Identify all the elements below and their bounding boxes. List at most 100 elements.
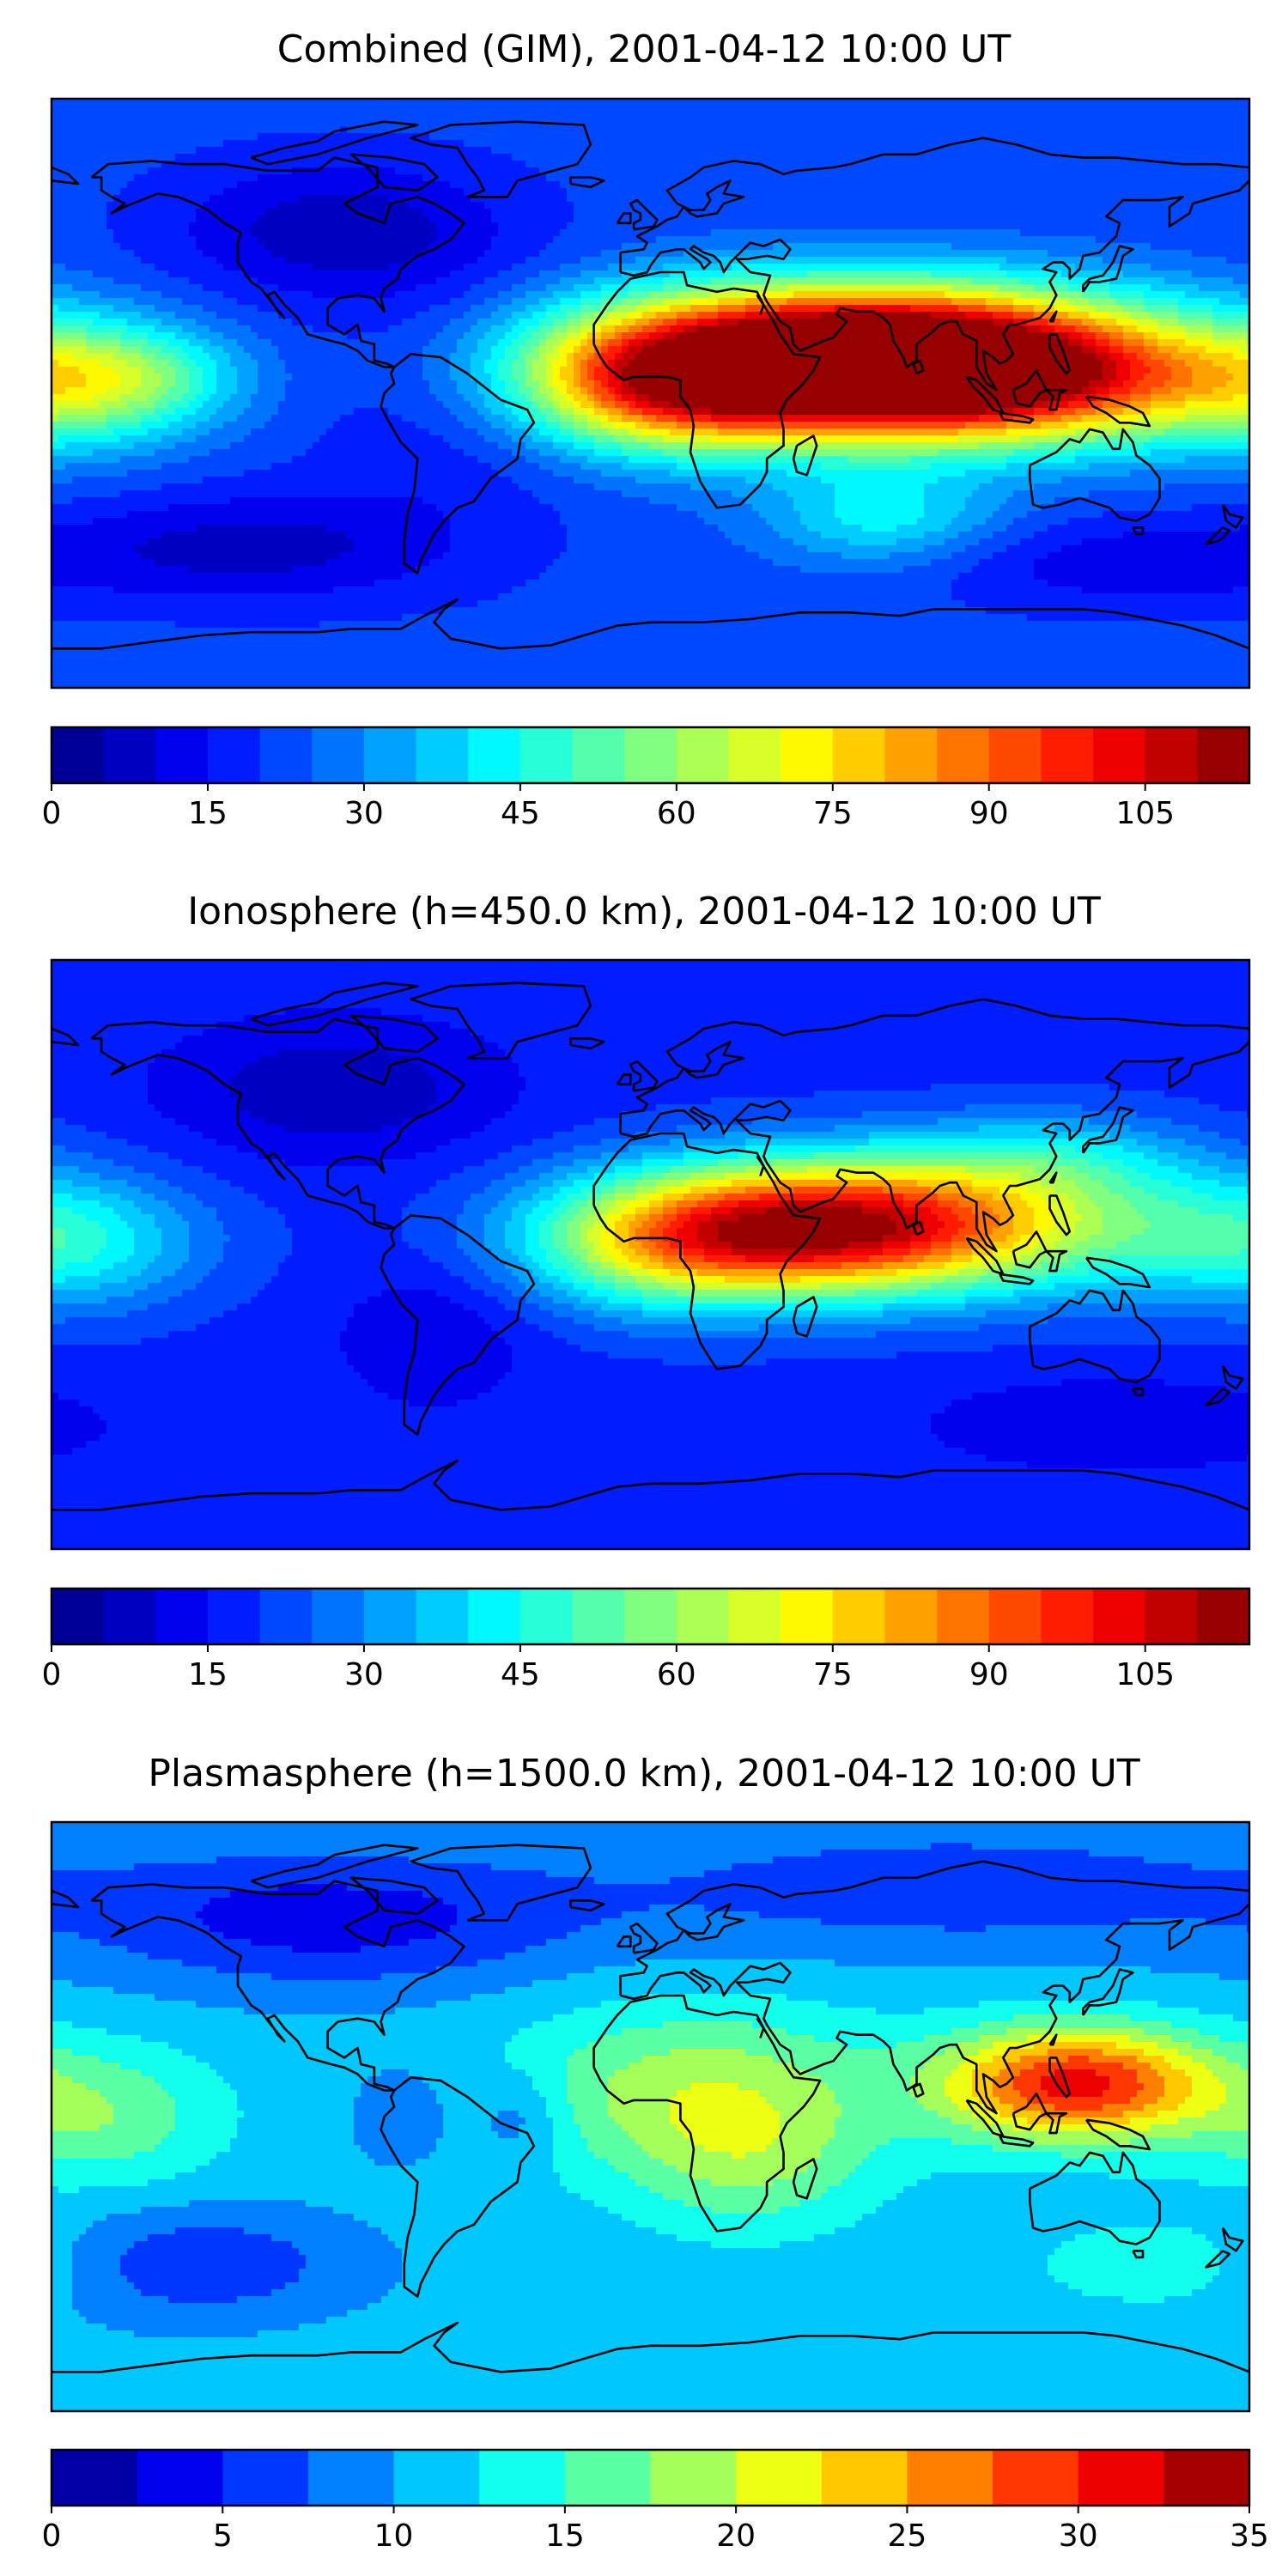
coastline	[1082, 245, 1134, 293]
coastline	[569, 1899, 605, 1912]
colorbar-segment	[519, 1589, 574, 1644]
coastline	[999, 2135, 1035, 2148]
colorbar-segment	[479, 2450, 566, 2506]
coastline	[1029, 428, 1161, 522]
colorbar-tick-label: 45	[501, 796, 540, 831]
coastline	[1045, 2111, 1068, 2135]
panel-2-colorbar: 0 15 30 45 60 75 90 105	[42, 1587, 1251, 1692]
colorbar-segment	[52, 727, 105, 783]
coastline	[912, 1220, 925, 1236]
colorbar-segment	[1093, 727, 1146, 783]
colorbar-segment	[993, 2450, 1079, 2506]
coastline	[616, 1073, 632, 1086]
coastline	[912, 359, 925, 375]
coastline	[1048, 1171, 1058, 1184]
colorbar-segment	[1078, 2450, 1164, 2506]
colorbar-segment	[624, 1589, 677, 1644]
colorbar-segment	[416, 727, 469, 783]
coastline	[965, 1236, 1005, 1276]
panel-1-map-frame	[50, 97, 1251, 690]
coastline	[629, 198, 659, 231]
colorbar-segment	[519, 727, 574, 783]
coastline	[251, 120, 419, 166]
coastline	[1132, 2250, 1145, 2259]
panel-2-contour-field	[52, 960, 1249, 1549]
colorbar-frame	[50, 1587, 1251, 1646]
coastline	[1048, 310, 1058, 323]
colorbar-segment	[1093, 1589, 1146, 1644]
coastline	[965, 375, 1005, 415]
colorbar-tick-label: 0	[42, 2518, 62, 2554]
colorbar-tick-label: 45	[501, 1657, 540, 1692]
colorbar-segment	[937, 727, 990, 783]
colorbar-segment	[103, 727, 156, 783]
colorbar-tick-label: 30	[1059, 2518, 1098, 2554]
coastline	[52, 2321, 1249, 2373]
coastline	[1205, 526, 1231, 545]
colorbar-segment	[624, 727, 677, 783]
colorbar-segment	[222, 2450, 309, 2506]
coastline	[629, 1060, 659, 1092]
coastline	[1029, 1289, 1161, 1383]
coastline	[592, 270, 822, 509]
colorbar-tick-label: 30	[344, 796, 384, 831]
colorbar-segment	[155, 727, 209, 783]
panel-2-title: Ionosphere (h=450.0 km), 2001-04-12 10:0…	[187, 890, 1101, 933]
panel-3-contour-field	[52, 1822, 1249, 2411]
coastline	[1221, 1364, 1244, 1390]
colorbar-segment	[1145, 727, 1198, 783]
panel-1-contour-field	[52, 99, 1249, 688]
colorbar-segment	[259, 727, 313, 783]
colorbar-segment	[781, 727, 834, 783]
coastline	[756, 1155, 765, 1176]
coastline	[1132, 526, 1145, 536]
coastline	[619, 998, 1249, 1133]
colorbar-tick-label: 75	[813, 796, 853, 831]
colorbar-frame	[50, 726, 1251, 785]
colorbar-segment	[307, 2450, 395, 2506]
coastline	[410, 981, 592, 1060]
coastline	[1048, 1194, 1072, 1236]
coastline	[620, 1903, 1249, 2115]
colorbar-tick-label: 30	[344, 1657, 384, 1692]
coastline	[620, 179, 1249, 392]
colorbar-segment	[884, 727, 938, 783]
colorbar-segment	[937, 1589, 990, 1644]
colorbar-segment	[781, 1589, 834, 1644]
colorbar-segment	[1145, 1589, 1198, 1644]
colorbar-segment	[564, 2450, 652, 2506]
colorbar-segment	[1041, 1589, 1094, 1644]
colorbar-tick-label: 25	[888, 2518, 927, 2554]
colorbar-segment	[728, 727, 781, 783]
coastline	[52, 1459, 1249, 1511]
colorbar-tick-label: 15	[545, 2518, 585, 2554]
coastline	[52, 1027, 80, 1047]
coastline	[792, 434, 818, 477]
colorbar-segment	[1197, 1589, 1250, 1644]
colorbar-segment	[907, 2450, 993, 2506]
colorbar-segment	[736, 2450, 823, 2506]
colorbar-tick-label: 35	[1230, 2518, 1269, 2554]
coastline	[592, 1994, 822, 2233]
coastline	[619, 137, 1249, 272]
colorbar-segment	[416, 1589, 469, 1644]
coastline	[756, 294, 765, 315]
panel-1-title: Combined (GIM), 2001-04-12 10:00 UT	[277, 27, 1012, 71]
colorbar-tick-label: 15	[188, 1657, 228, 1692]
colorbar-segment	[207, 727, 261, 783]
coastline	[410, 1844, 592, 1922]
coastline	[90, 156, 465, 368]
coastline	[1085, 2118, 1151, 2151]
colorbar-segment	[468, 1589, 521, 1644]
panel-3-title: Plasmasphere (h=1500.0 km), 2001-04-12 1…	[148, 1752, 1139, 1795]
colorbar-segment	[468, 727, 521, 783]
coastline	[616, 1935, 632, 1948]
coastline	[792, 1296, 818, 1338]
colorbar-segment	[137, 2450, 223, 2506]
colorbar-segment	[728, 1589, 781, 1644]
coastline	[90, 1880, 465, 2092]
panel-3-coastlines	[52, 1844, 1249, 2373]
colorbar-segment	[207, 1589, 261, 1644]
colorbar-segment	[1041, 727, 1094, 783]
